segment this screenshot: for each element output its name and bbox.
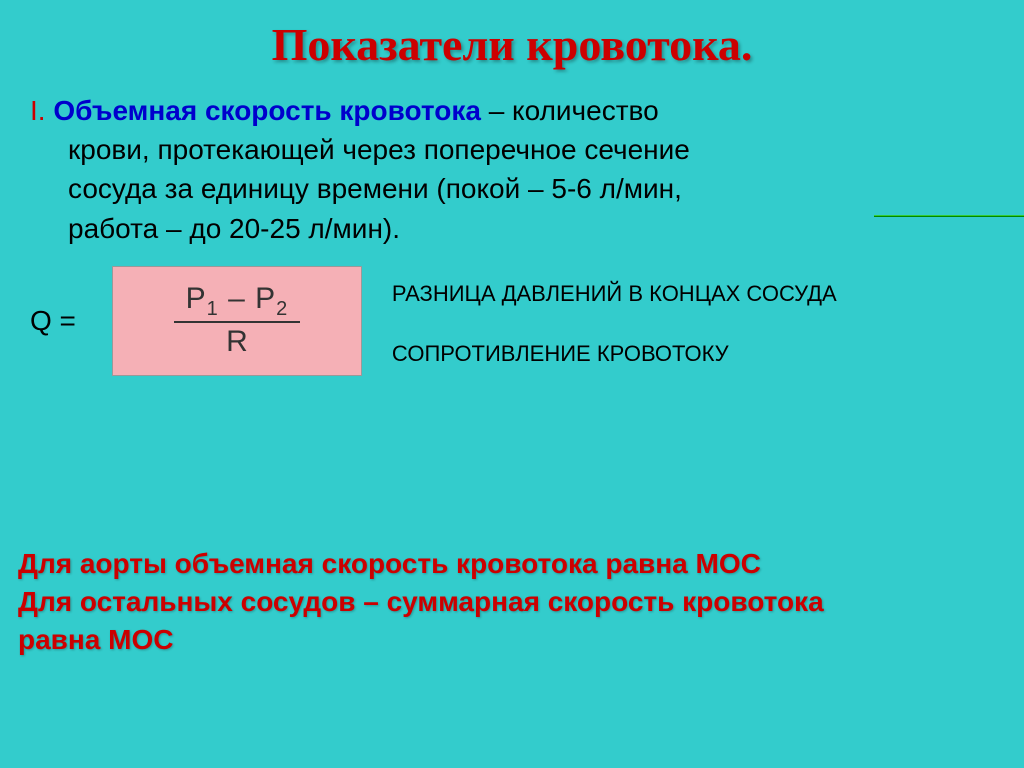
p1: P <box>186 282 207 315</box>
term: Объемная скорость кровотока <box>53 95 481 126</box>
roman-numeral: I. <box>30 95 53 126</box>
content-area: I. Объемная скорость кровотока – количес… <box>0 71 1024 376</box>
slide-title: Показатели кровотока. <box>0 0 1024 71</box>
note-line-3: равна МОС <box>18 621 824 659</box>
formula-box: P1 – P2 R <box>112 266 362 376</box>
formula-denominator: R <box>226 323 248 359</box>
note-line-1: Для аорты объемная скорость кровотока ра… <box>18 545 824 583</box>
p2: P <box>255 282 276 315</box>
label-resistance: СОПРОТИВЛЕНИЕ КРОВОТОКУ <box>392 341 837 367</box>
label-pressure-diff: РАЗНИЦА ДАВЛЕНИЙ В КОНЦАХ СОСУДА <box>392 281 837 307</box>
decorative-line <box>874 215 1024 217</box>
def-line-2: крови, протекающей через поперечное сече… <box>30 130 994 169</box>
minus: – <box>219 282 255 315</box>
note-block: Для аорты объемная скорость кровотока ра… <box>18 545 824 658</box>
formula-labels: РАЗНИЦА ДАВЛЕНИЙ В КОНЦАХ СОСУДА СОПРОТИ… <box>392 275 837 367</box>
def-line-4: работа – до 20-25 л/мин). <box>30 209 994 248</box>
def-dash: – количество <box>481 95 659 126</box>
def-line-1: I. Объемная скорость кровотока – количес… <box>30 91 994 130</box>
sub1: 1 <box>207 298 219 320</box>
note-line-2: Для остальных сосудов – суммарная скорос… <box>18 583 824 621</box>
sub2: 2 <box>276 298 288 320</box>
q-equals: Q = <box>30 305 82 337</box>
formula-numerator: P1 – P2 <box>174 282 301 323</box>
def-line-3: сосуда за единицу времени (покой – 5-6 л… <box>30 169 994 208</box>
definition-block: I. Объемная скорость кровотока – количес… <box>30 91 994 248</box>
formula-row: Q = P1 – P2 R РАЗНИЦА ДАВЛЕНИЙ В КОНЦАХ … <box>30 266 994 376</box>
